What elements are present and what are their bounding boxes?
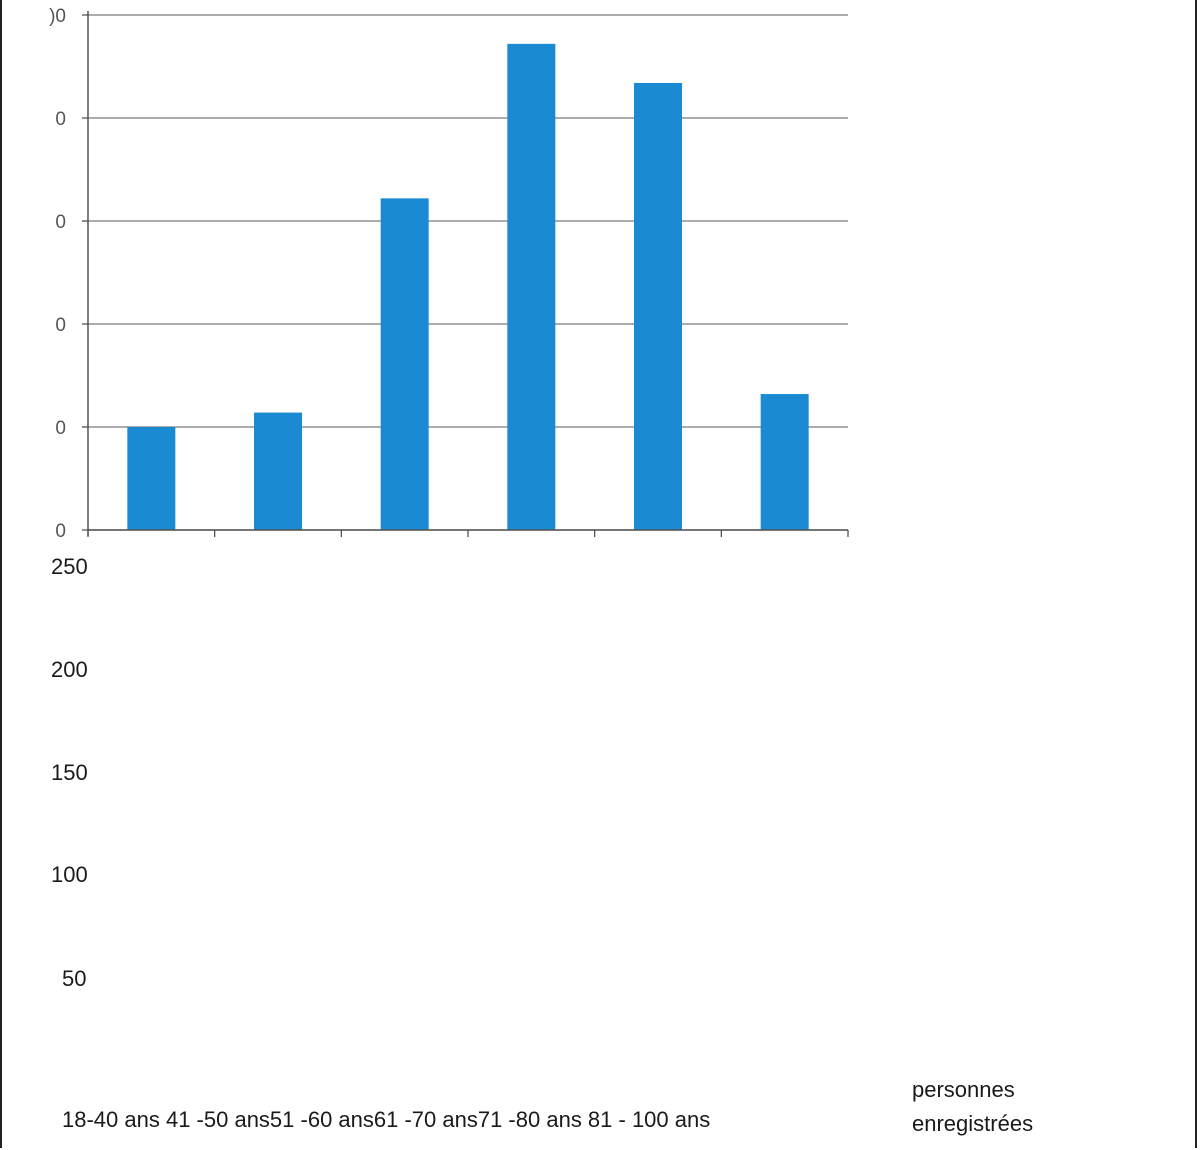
y-tick-label-100: 0 <box>55 315 66 336</box>
y-tick-label-150: 0 <box>55 212 66 233</box>
series-label-line-1: personnes <box>912 1077 1015 1102</box>
y-label-200: 200 <box>51 657 88 682</box>
series-label-line-2: enregistrées <box>912 1111 1034 1136</box>
bar-5 <box>634 82 682 530</box>
series-label: personnes enregistrées <box>912 1073 1072 1141</box>
bar-chart: 0 0 0 0 0 )0 <box>49 6 849 542</box>
y-label-100: 100 <box>51 862 88 887</box>
y-tick-label-50: 0 <box>55 418 66 439</box>
y-label-50: 50 <box>62 966 87 991</box>
y-tick-labels: 0 0 0 0 0 )0 <box>49 6 66 542</box>
category-labels: 18-40 ans 41 -50 ans51 -60 ans61 -70 ans… <box>62 1107 711 1132</box>
bar-1 <box>127 427 176 530</box>
gridlines <box>88 14 848 531</box>
bar-6 <box>760 394 809 530</box>
bar-2 <box>254 412 302 530</box>
y-tick-label-0: 0 <box>55 521 66 542</box>
y-tick-label-250: )0 <box>49 6 66 27</box>
y-label-250: 250 <box>51 554 88 579</box>
y-tick-label-200: 0 <box>55 109 66 130</box>
bars <box>127 43 809 531</box>
bar-3 <box>380 198 429 530</box>
axes <box>82 11 849 537</box>
bar-4 <box>507 43 556 531</box>
y-label-150: 150 <box>51 760 88 785</box>
